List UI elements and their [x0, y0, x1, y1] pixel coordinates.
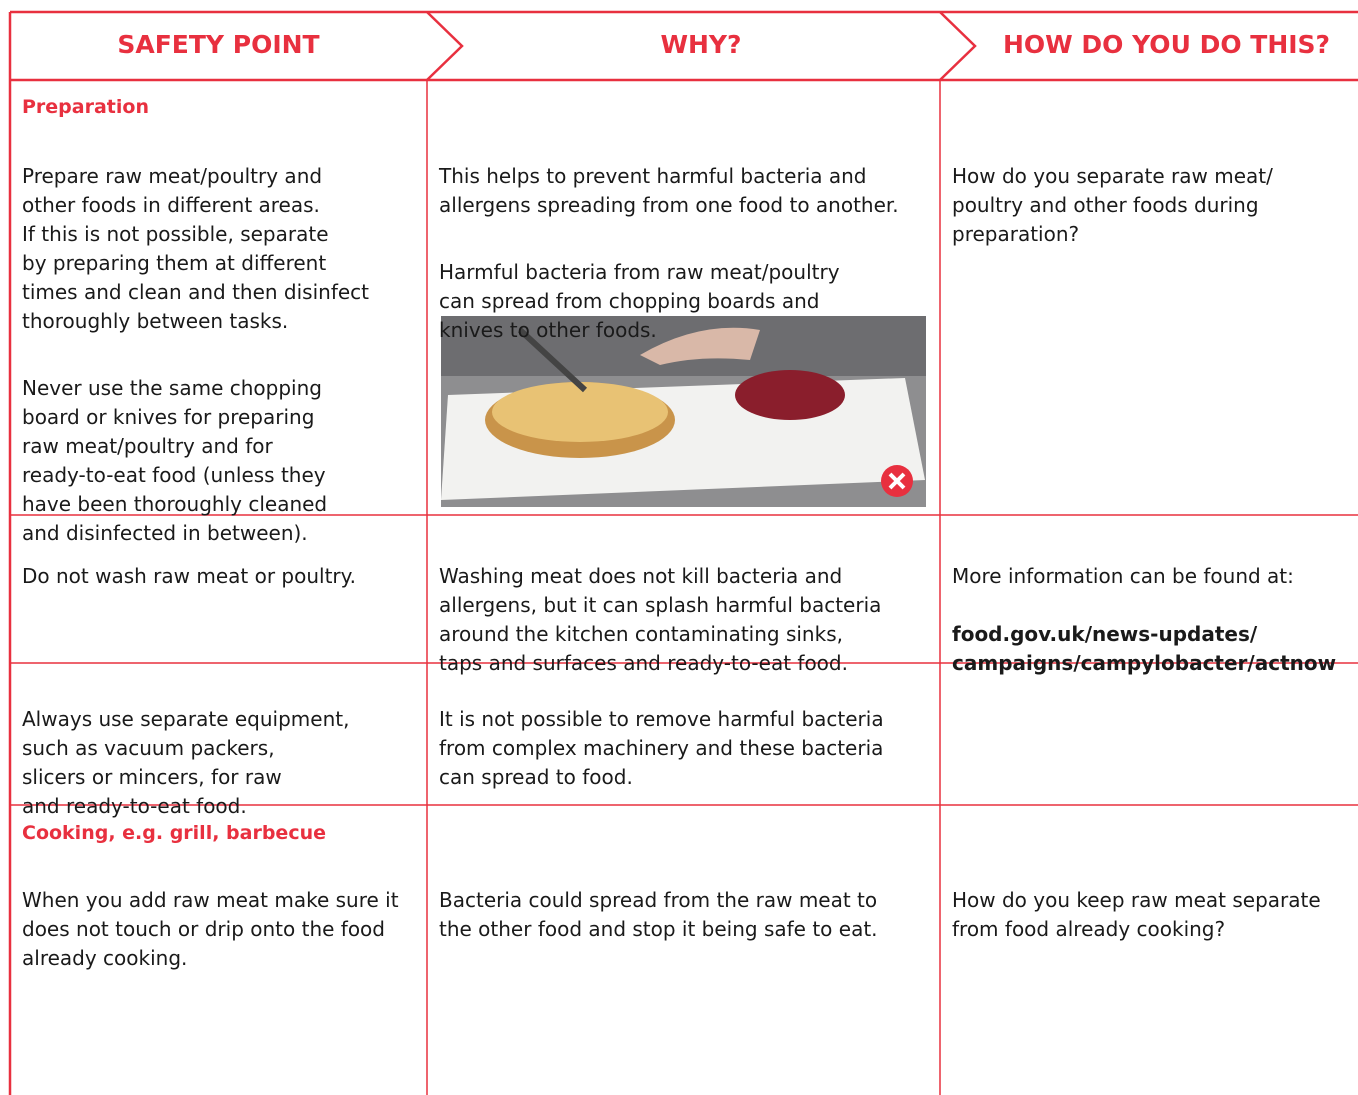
paragraph: Never use the same chopping board or kni…: [22, 376, 328, 545]
cell: Bacteria could spread from the raw meat …: [439, 857, 934, 953]
paragraph: Always use separate equipment, such as v…: [22, 707, 350, 818]
paragraph: This helps to prevent harmful bacteria a…: [439, 164, 899, 217]
cell: Always use separate equipment, such as v…: [22, 676, 422, 830]
cell: This helps to prevent harmful bacteria a…: [439, 133, 934, 354]
photo: [441, 316, 926, 507]
cell: How do you separate raw meat/ poultry an…: [952, 133, 1352, 258]
column-header: SAFETY POINT: [117, 30, 320, 59]
cell: Prepare raw meat/poultry and other foods…: [22, 133, 422, 557]
cell: Do not wash raw meat or poultry.: [22, 533, 422, 600]
cell: When you add raw meat make sure it does …: [22, 857, 422, 982]
paragraph: Do not wash raw meat or poultry.: [22, 564, 356, 588]
column-header: WHY?: [660, 30, 742, 59]
paragraph: More information can be found at:: [952, 564, 1294, 588]
cell: More information can be found at: food.g…: [952, 533, 1357, 678]
section-heading: Preparation: [22, 96, 149, 118]
column-header: HOW DO YOU DO THIS?: [1002, 30, 1331, 59]
paragraph: Washing meat does not kill bacteria and …: [439, 564, 882, 675]
link[interactable]: food.gov.uk/news-updates/ campaigns/camp…: [952, 622, 1337, 675]
paragraph: It is not possible to remove harmful bac…: [439, 707, 884, 789]
paragraph: Prepare raw meat/poultry and other foods…: [22, 164, 370, 333]
cell: It is not possible to remove harmful bac…: [439, 676, 934, 801]
cell: How do you keep raw meat separate from f…: [952, 857, 1352, 953]
paragraph: When you add raw meat make sure it does …: [22, 888, 399, 970]
cell: Washing meat does not kill bacteria and …: [439, 533, 934, 687]
paragraph: Bacteria could spread from the raw meat …: [439, 888, 878, 941]
paragraph: Harmful bacteria from raw meat/poultry c…: [439, 260, 840, 342]
section-heading: Cooking, e.g. grill, barbecue: [22, 822, 326, 844]
paragraph: How do you keep raw meat separate from f…: [952, 888, 1321, 941]
paragraph: How do you separate raw meat/ poultry an…: [952, 164, 1273, 246]
